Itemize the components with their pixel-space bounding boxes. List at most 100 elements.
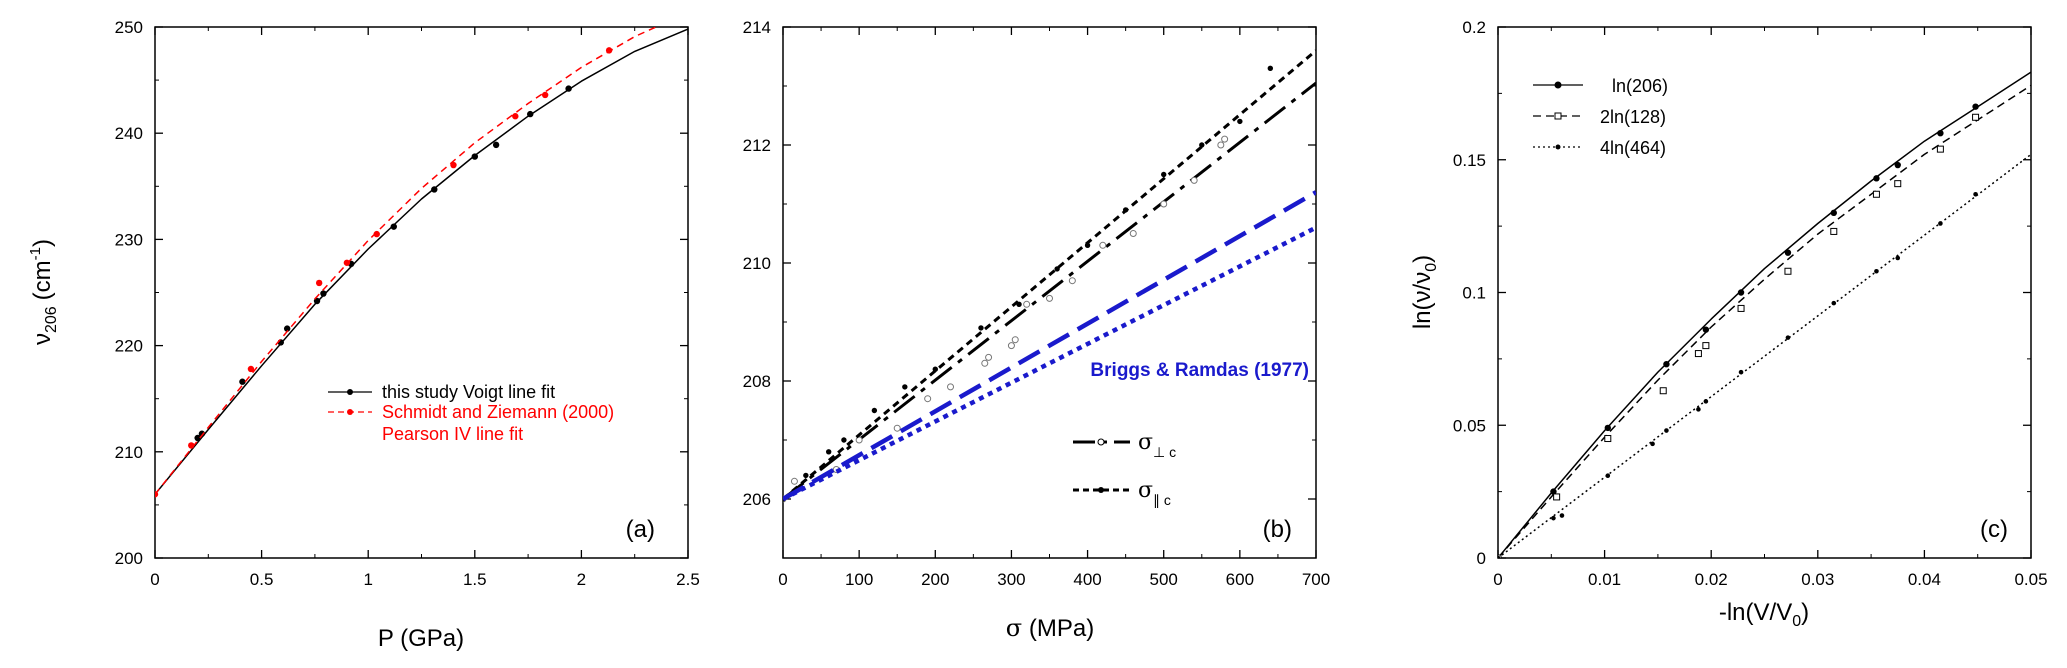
data-point [1874,268,1879,274]
legend-b-text-1: σ∥ c [1138,478,1171,508]
data-point [471,153,478,160]
data-point [893,424,901,432]
y-tick-label: 220 [115,337,143,356]
data-point [1011,336,1019,344]
data-point [1895,255,1901,261]
panel-b-series-group [783,49,1316,503]
panel-b-label: (b) [1263,516,1292,543]
panel-a-x-axis-title: P (GPa) [378,625,464,652]
data-point [841,437,847,443]
data-point [1659,387,1667,395]
data-point [1122,207,1129,213]
data-point [1016,301,1022,307]
legend-b-symbol-1: σ [1138,478,1153,503]
panel-b-x-axis-title-rest: (MPa) [1022,615,1094,642]
data-point [390,223,397,230]
data-point [527,110,534,118]
data-point [1830,209,1837,217]
data-point [431,186,438,193]
series-line [783,81,1316,501]
y-tick-label: 206 [743,490,771,509]
panel-c-x-axis-title-close: ) [1801,599,1809,626]
legend-b-marker-1 [1098,487,1104,493]
data-point [1872,190,1880,198]
x-tick-label: 600 [1226,570,1254,589]
y-tick-label: 0.05 [1453,416,1486,435]
panel-a-y-axis-title-main: ν [29,333,56,345]
data-point [315,279,323,287]
data-point [1738,369,1744,375]
data-point [790,477,798,485]
data-point [1831,300,1837,306]
x-tick-label: 2.5 [676,570,700,589]
data-point [605,47,613,54]
panel-a-plot-area [155,27,688,498]
legend-a-text-1: Schmidt and Ziemann (2000) [382,402,614,422]
panel-a-ticks [154,26,689,559]
data-point [1099,241,1107,249]
data-point [1737,304,1745,312]
data-point [1938,221,1943,226]
legend-b-marker-0 [1097,438,1105,446]
data-point [1937,130,1944,137]
panel-b-x-axis-title: σ (MPa) [1006,614,1094,642]
panel-a-y-axis-title: ν206 (cm-1) [27,239,60,345]
data-point [1551,515,1556,521]
panel-c-x-axis-title-sub: 0 [1792,613,1801,630]
panel-b-ticks [782,26,1317,558]
data-point [1894,180,1902,188]
data-point [1873,175,1880,182]
y-tick-label: 250 [115,18,143,37]
panel-a: 0 0.5 1 1.5 2 2.5 200 210 220 230 240 250 (a) P (GP… [27,18,700,652]
data-point [981,359,989,367]
panel-a-y-axis-title-unit-open: (cm [29,260,56,300]
data-point [1694,350,1702,358]
y-tick-label: 200 [115,549,143,568]
data-point [1605,473,1611,478]
panel-a-y-axis-title-unit-sup: -1 [27,247,44,260]
data-point [1702,326,1710,333]
data-point [1553,493,1561,501]
y-tick-label: 0.2 [1462,18,1486,37]
panel-c-y-axis-title: ln(ν/ν0) [1409,255,1440,329]
data-point [902,384,908,390]
panel-c-ticks [1497,26,2032,559]
legend-c-marker-2 [1555,144,1561,150]
series-line [155,27,657,495]
panel-c-y-axis-title-main: ln(ν/ν [1409,272,1436,329]
y-tick-label: 230 [115,230,143,249]
panel-c-x-axis-title-main: -ln(V/V [1719,599,1792,626]
data-point [947,383,955,391]
panel-b: 0 100 200 300 400 500 600 700 206 208 210 212 214 (b… [743,18,1331,642]
data-point [1604,435,1612,443]
data-point [198,430,206,437]
y-tick-label: 0.1 [1462,284,1486,303]
panel-c-y-axis-title-sub: 0 [1423,263,1440,272]
data-point [1550,488,1557,495]
legend-a-text-2: Pearson IV line fit [382,424,523,444]
panel-c-series-group [1498,71,2031,558]
y-tick-label: 212 [743,136,771,155]
panel-b-plot-area [783,49,1316,503]
series-line [1498,153,2031,558]
y-tick-label: 214 [743,18,771,37]
y-tick-label: 208 [743,372,771,391]
data-point [541,91,549,99]
legend-b-symbol-0: σ [1138,430,1153,455]
data-point [320,290,327,297]
series-line [783,190,1316,501]
data-point [1663,360,1670,368]
panel-c-tick-labels: 0 0.01 0.02 0.03 0.04 0.05 0 0.05 0.1 0.15 0.2 [1453,18,2048,589]
data-point [1604,424,1611,432]
x-tick-label: 0 [150,570,159,589]
data-point [450,161,457,169]
data-point [871,407,878,414]
data-point [343,259,351,266]
data-point [1267,65,1274,72]
data-point [1972,113,1980,121]
panel-b-x-axis-title-symbol: σ [1006,614,1022,642]
data-point [1785,335,1791,340]
legend-c-marker-1 [1554,112,1562,120]
x-tick-label: 200 [921,570,949,589]
legend-a-marker-1 [347,409,353,415]
